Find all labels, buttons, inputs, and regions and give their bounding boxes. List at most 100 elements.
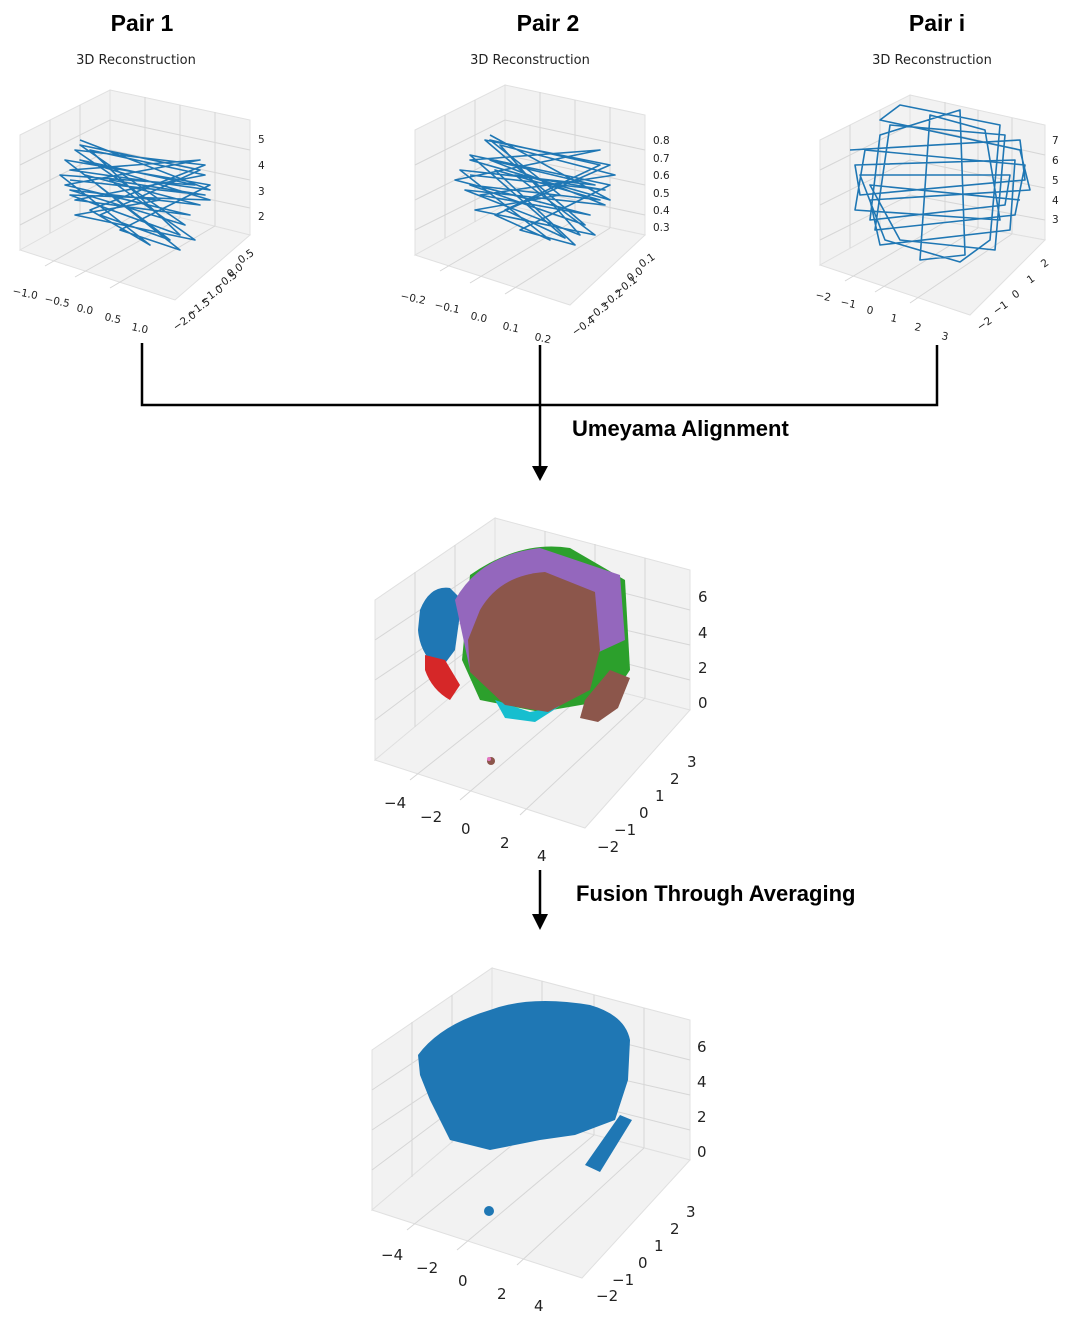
z-tick: 2 <box>258 211 265 223</box>
x-tick: 0.0 <box>75 302 94 317</box>
pair-1-plot: 3D Reconstruction 5 4 3 2 −1.0 −0.5 0.0 … <box>11 53 265 336</box>
z-tick: 3 <box>258 186 265 198</box>
x-tick: −2 <box>814 289 832 304</box>
x-tick: −1.0 <box>11 285 38 302</box>
x-tick: −1 <box>839 296 857 311</box>
fusion-label: Fusion Through Averaging <box>576 881 855 906</box>
aligned-x-ticks: −4 −2 0 2 4 <box>384 794 547 865</box>
z-tick: 0.5 <box>653 188 670 200</box>
pair-1-x-ticks: −1.0 −0.5 0.0 0.5 1.0 <box>11 285 149 336</box>
y-tick: −1 <box>614 821 636 839</box>
pair-i-x-ticks: −2 −1 0 1 2 3 <box>814 289 949 343</box>
x-tick: 2 <box>497 1285 507 1303</box>
y-tick: 2 <box>670 1220 680 1238</box>
y-tick: −2 <box>596 1287 618 1305</box>
pair-i-plot: 3D Reconstruction 7 6 5 4 3 −2 −1 0 1 2 … <box>814 53 1059 343</box>
y-tick: 3 <box>686 1203 696 1221</box>
z-tick: 3 <box>1052 214 1059 226</box>
x-tick: 1 <box>889 312 898 325</box>
y-tick: 1 <box>1025 273 1037 287</box>
z-tick: 0.6 <box>653 170 670 182</box>
y-tick: 2 <box>1039 257 1051 271</box>
x-tick: −4 <box>381 1246 403 1264</box>
x-tick: −0.2 <box>399 290 426 307</box>
x-tick: 0.2 <box>533 331 552 346</box>
x-tick: −0.5 <box>43 293 70 310</box>
z-tick: 2 <box>698 659 708 677</box>
z-tick: 0 <box>697 1143 707 1161</box>
merge-connector <box>140 343 939 481</box>
x-tick: −2 <box>416 1259 438 1277</box>
z-tick: 6 <box>697 1038 707 1056</box>
z-tick: 0.4 <box>653 205 670 217</box>
outlier-point <box>484 1206 494 1216</box>
x-tick: 0 <box>461 820 471 838</box>
z-tick: 0.8 <box>653 135 670 147</box>
x-tick: 4 <box>537 847 547 865</box>
pair-i-plot-title: 3D Reconstruction <box>872 53 992 68</box>
z-tick: 4 <box>698 624 708 642</box>
fused-z-ticks: 6 4 2 0 <box>697 1038 707 1161</box>
fused-y-ticks: 3 2 1 0 −1 −2 <box>596 1203 696 1305</box>
z-tick: 6 <box>698 588 708 606</box>
y-tick: 0 <box>639 804 649 822</box>
y-tick: −1 <box>991 299 1011 318</box>
z-tick: 4 <box>1052 195 1059 207</box>
y-tick: 1 <box>654 1237 664 1255</box>
z-tick: 6 <box>1052 155 1059 167</box>
pair-i-z-ticks: 7 6 5 4 3 <box>1052 135 1059 226</box>
aligned-plot: 6 4 2 0 −4 −2 0 2 4 3 2 1 0 −1 −2 <box>373 517 708 865</box>
y-tick: −2 <box>597 838 619 856</box>
x-tick: 0.1 <box>501 320 520 335</box>
fused-plot: 6 4 2 0 −4 −2 0 2 4 3 2 1 0 −1 −2 <box>370 967 707 1315</box>
arrow-down-icon <box>532 914 548 930</box>
x-tick: 0 <box>865 304 874 317</box>
z-tick: 4 <box>697 1073 707 1091</box>
pair-1-z-ticks: 5 4 3 2 <box>258 134 265 223</box>
aligned-y-ticks: 3 2 1 0 −1 −2 <box>597 753 697 856</box>
x-tick: 2 <box>500 834 510 852</box>
pair-1-trajectory <box>59 139 211 251</box>
y-tick: −2 <box>975 315 995 334</box>
x-tick: −0.1 <box>433 299 460 316</box>
cloud-brown <box>468 572 600 712</box>
fusion-connector <box>532 870 548 930</box>
aligned-z-ticks: 6 4 2 0 <box>698 588 708 712</box>
pair-2-title: Pair 2 <box>517 10 580 36</box>
pair-1-title: Pair 1 <box>111 10 174 36</box>
x-tick: 0.5 <box>103 311 122 326</box>
y-tick: 0 <box>638 1254 648 1272</box>
y-tick: 0 <box>1010 288 1022 302</box>
x-tick: 2 <box>913 321 922 334</box>
umeyama-alignment-label: Umeyama Alignment <box>572 416 789 441</box>
y-tick: −1 <box>612 1271 634 1289</box>
z-tick: 4 <box>258 160 265 172</box>
x-tick: 4 <box>534 1297 544 1315</box>
z-tick: 0.7 <box>653 153 670 165</box>
z-tick: 5 <box>1052 175 1059 187</box>
cloud-blue <box>418 587 462 670</box>
aligned-point-cloud <box>418 546 630 765</box>
pair-i-title: Pair i <box>909 10 965 36</box>
cloud-fused-arm <box>585 1115 632 1172</box>
pair-2-trajectory <box>454 134 616 246</box>
x-tick: −2 <box>420 808 442 826</box>
z-tick: 5 <box>258 134 265 146</box>
z-tick: 0 <box>698 694 708 712</box>
fused-point-cloud <box>418 1001 632 1216</box>
y-tick: 2 <box>670 770 680 788</box>
fused-x-ticks: −4 −2 0 2 4 <box>381 1246 544 1315</box>
z-tick: 0.3 <box>653 222 670 234</box>
pair-2-z-ticks: 0.8 0.7 0.6 0.5 0.4 0.3 <box>653 135 670 234</box>
pair-2-plot-title: 3D Reconstruction <box>470 53 590 68</box>
y-tick: 3 <box>687 753 697 771</box>
z-tick: 7 <box>1052 135 1059 147</box>
pair-2-plot: 3D Reconstruction 0.8 0.7 0.6 0.5 0.4 0.… <box>399 53 670 346</box>
x-tick: 3 <box>940 330 949 343</box>
pair-2-x-ticks: −0.2 −0.1 0.0 0.1 0.2 <box>399 290 552 346</box>
arrow-down-icon <box>532 466 548 481</box>
cloud-cyan <box>495 700 560 722</box>
x-tick: 1.0 <box>130 321 149 336</box>
x-tick: 0.0 <box>469 310 488 325</box>
